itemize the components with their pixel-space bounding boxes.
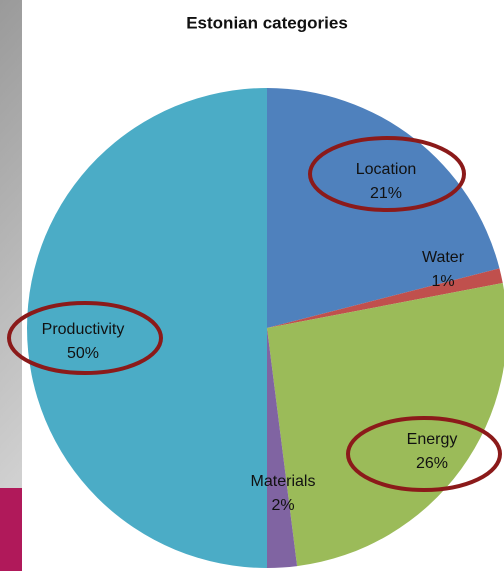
slice-value-label: 50% [67, 345, 99, 362]
annotations [7, 136, 502, 492]
highlight-ellipse [7, 301, 163, 375]
pie-slice [267, 328, 298, 568]
decoration [0, 488, 22, 571]
slice-value-label: 26% [416, 455, 448, 472]
slice-label: Productivity [42, 321, 125, 338]
labels: Location 21% Water 1% Energy 26% Materials 2% Pr… [42, 161, 465, 514]
slice-value-label: 21% [370, 185, 402, 202]
pie-slice [27, 88, 267, 568]
pie-slice [267, 268, 503, 328]
slice-label: Water [422, 249, 465, 266]
highlight-ellipse [346, 416, 502, 492]
slice-label: Location [356, 161, 417, 178]
slice-value-label: 1% [431, 273, 454, 290]
highlight-ellipse [308, 136, 466, 212]
chart-title: Estonian categories [186, 13, 348, 32]
slice-label: Energy [407, 431, 458, 448]
slice-label: Materials [251, 473, 316, 490]
slice-value-label: 2% [271, 497, 294, 514]
